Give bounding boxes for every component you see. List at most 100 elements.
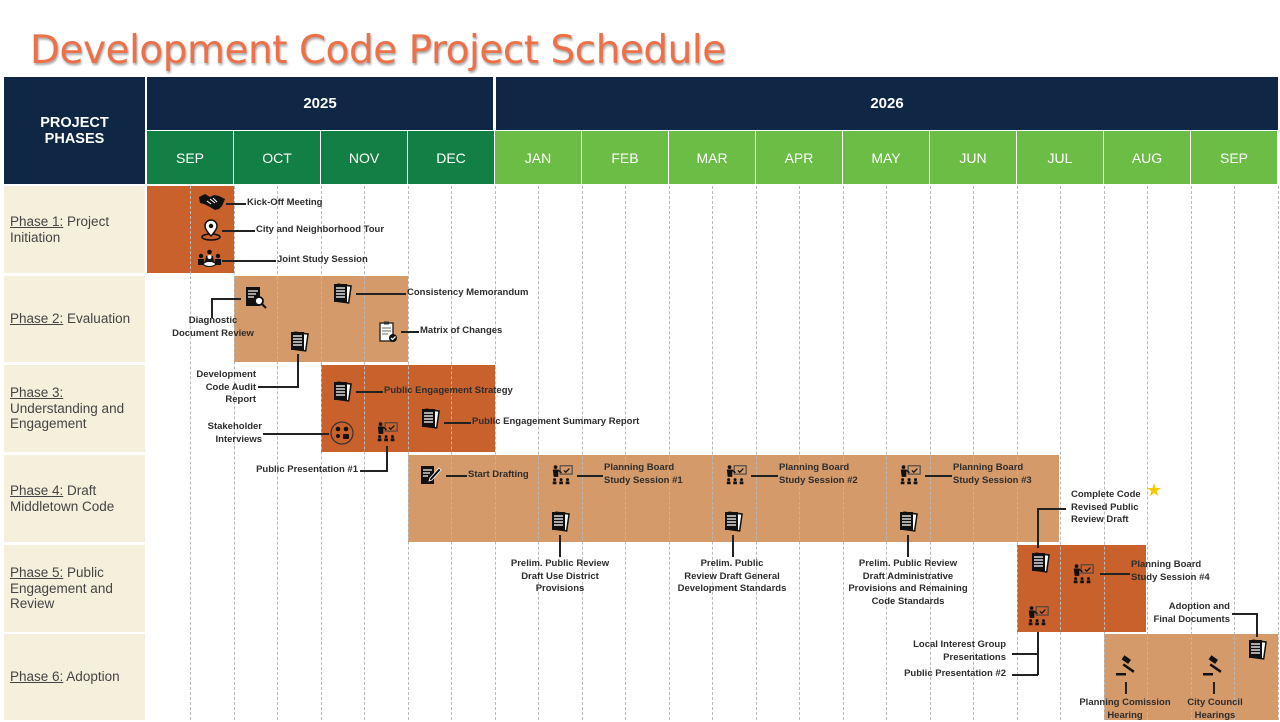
event-matrix-label: Matrix of Changes [420,325,502,338]
label-line: Study Session #4 [1131,572,1210,585]
phase-number-link[interactable]: Phase 1: [10,214,63,229]
month-aug-2026: AUG [1104,131,1190,184]
phase-label-5[interactable]: Phase 5: Public Engagement and Review [4,545,145,632]
connector [446,475,467,477]
gridline [843,186,844,720]
month-sep-2026: SEP [1191,131,1277,184]
event-strategy-label: Public Engagement Strategy [384,385,513,398]
presenter-icon [375,420,399,444]
label-line: Study Session #2 [779,475,858,488]
year-2026: 2026 [496,77,1278,130]
interview-icon [330,421,354,445]
label-line: Adoption and [1130,601,1230,614]
gridline [190,186,191,720]
label-line: Planning Board [1131,559,1210,572]
phase-text: Phase 2: Evaluation [10,311,145,327]
phase-number-link[interactable]: Phase 4: [10,483,63,498]
connector [1213,682,1215,694]
event-pp1-label: Public Presentation #1 [218,464,358,477]
label-line: Document Review [172,328,254,341]
month-jan-2026: JAN [495,131,581,184]
month-jun-2026: JUN [930,131,1016,184]
presenter-icon [1026,604,1050,628]
handshake-icon [198,192,226,212]
project-phases-header: PROJECT PHASES [4,77,145,184]
month-dec-2025: DEC [408,131,494,184]
label-line: Planning Comission [1079,697,1170,710]
connector [559,535,561,557]
presenter-icon [550,463,574,487]
document-stack-icon [721,509,745,533]
label-line: Planning Board [953,462,1032,475]
connector [222,230,255,232]
presenter-icon [724,463,748,487]
label-line: Study Session #3 [953,475,1032,488]
phase-text: Phase 4: Draft Middletown Code [10,483,145,514]
gridline [1278,186,1279,720]
label-line: Development [176,369,256,382]
connector [1037,508,1039,548]
phase-text: Phase 3: Understanding and Engagement [10,385,145,432]
connector [297,354,299,387]
label-line: Complete Code [1071,489,1141,502]
label-line: Presentations [866,652,1006,665]
location-pin-icon [200,219,222,241]
gridline [1104,186,1105,720]
gavel-icon [1114,654,1138,678]
gridline [1060,186,1061,720]
document-stack-icon [548,509,572,533]
gridline [495,186,496,720]
month-may-2026: MAY [843,131,929,184]
gridline [712,186,713,720]
phase-label-1[interactable]: Phase 1: Project Initiation [4,186,145,273]
document-stack-icon [1028,550,1052,574]
phase-label-2[interactable]: Phase 2: Evaluation [4,276,145,362]
gridline [1234,186,1235,720]
phase-label-3[interactable]: Phase 3: Understanding and Engagement [4,365,145,452]
gridline [234,186,235,720]
gridline [799,186,800,720]
phase-number-link[interactable]: Phase 2: [10,311,63,326]
clipboard-check-icon [376,320,400,344]
phase-number-link[interactable]: Phase 3: [10,385,63,400]
document-stack-icon [330,281,354,305]
milestone-star-icon: ★ [1146,480,1162,501]
event-drafting-label: Start Drafting [468,469,529,482]
connector [925,475,952,477]
connector [1012,674,1038,676]
label-line: Local Interest Group [866,639,1006,652]
phase-title: Adoption [63,669,119,684]
phases-header-line1: PROJECT [40,115,109,131]
phase-title: Evaluation [63,311,130,326]
phase-label-4[interactable]: Phase 4: Draft Middletown Code [4,455,145,542]
phase-label-6[interactable]: Phase 6: Adoption [4,634,145,720]
presenter-icon [1071,562,1095,586]
label-line: Prelim. Public [678,558,787,571]
connector [1100,573,1130,575]
gridline [408,186,409,720]
month-oct-2025: OCT [234,131,320,184]
phase-number-link[interactable]: Phase 6: [10,669,63,684]
label-line: Provisions [511,583,609,596]
label-line: Revised Public [1071,502,1141,515]
event-pp2-label: Public Presentation #2 [866,668,1006,681]
phase-number-link[interactable]: Phase 5: [10,565,63,580]
page-title: Development Code Project Schedule [30,28,726,73]
gridline [451,186,452,720]
event-summary-label: Public Engagement Summary Report [472,416,639,429]
document-stack-icon [896,509,920,533]
connector [751,475,778,477]
year-2025: 2025 [147,77,493,130]
label-line: Code Standards [848,596,967,609]
connector [444,422,471,424]
phases-header-line2: PHASES [45,131,105,147]
label-line: Prelim. Public Review [511,558,609,571]
gridline [538,186,539,720]
label-line: Planning Board [604,462,683,475]
connector [211,298,241,300]
